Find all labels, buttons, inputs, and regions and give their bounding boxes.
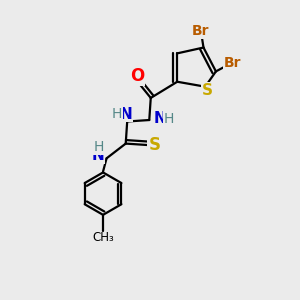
Text: H: H bbox=[163, 112, 174, 126]
Text: Br: Br bbox=[192, 24, 209, 38]
Text: S: S bbox=[202, 83, 213, 98]
Text: N: N bbox=[153, 111, 166, 126]
Text: Br: Br bbox=[224, 56, 241, 70]
Text: N: N bbox=[119, 106, 132, 122]
Text: CH₃: CH₃ bbox=[92, 231, 114, 244]
Text: N: N bbox=[92, 148, 105, 163]
Text: S: S bbox=[148, 136, 160, 154]
Text: O: O bbox=[130, 67, 144, 85]
Text: H: H bbox=[112, 107, 122, 121]
Text: H: H bbox=[93, 140, 103, 154]
